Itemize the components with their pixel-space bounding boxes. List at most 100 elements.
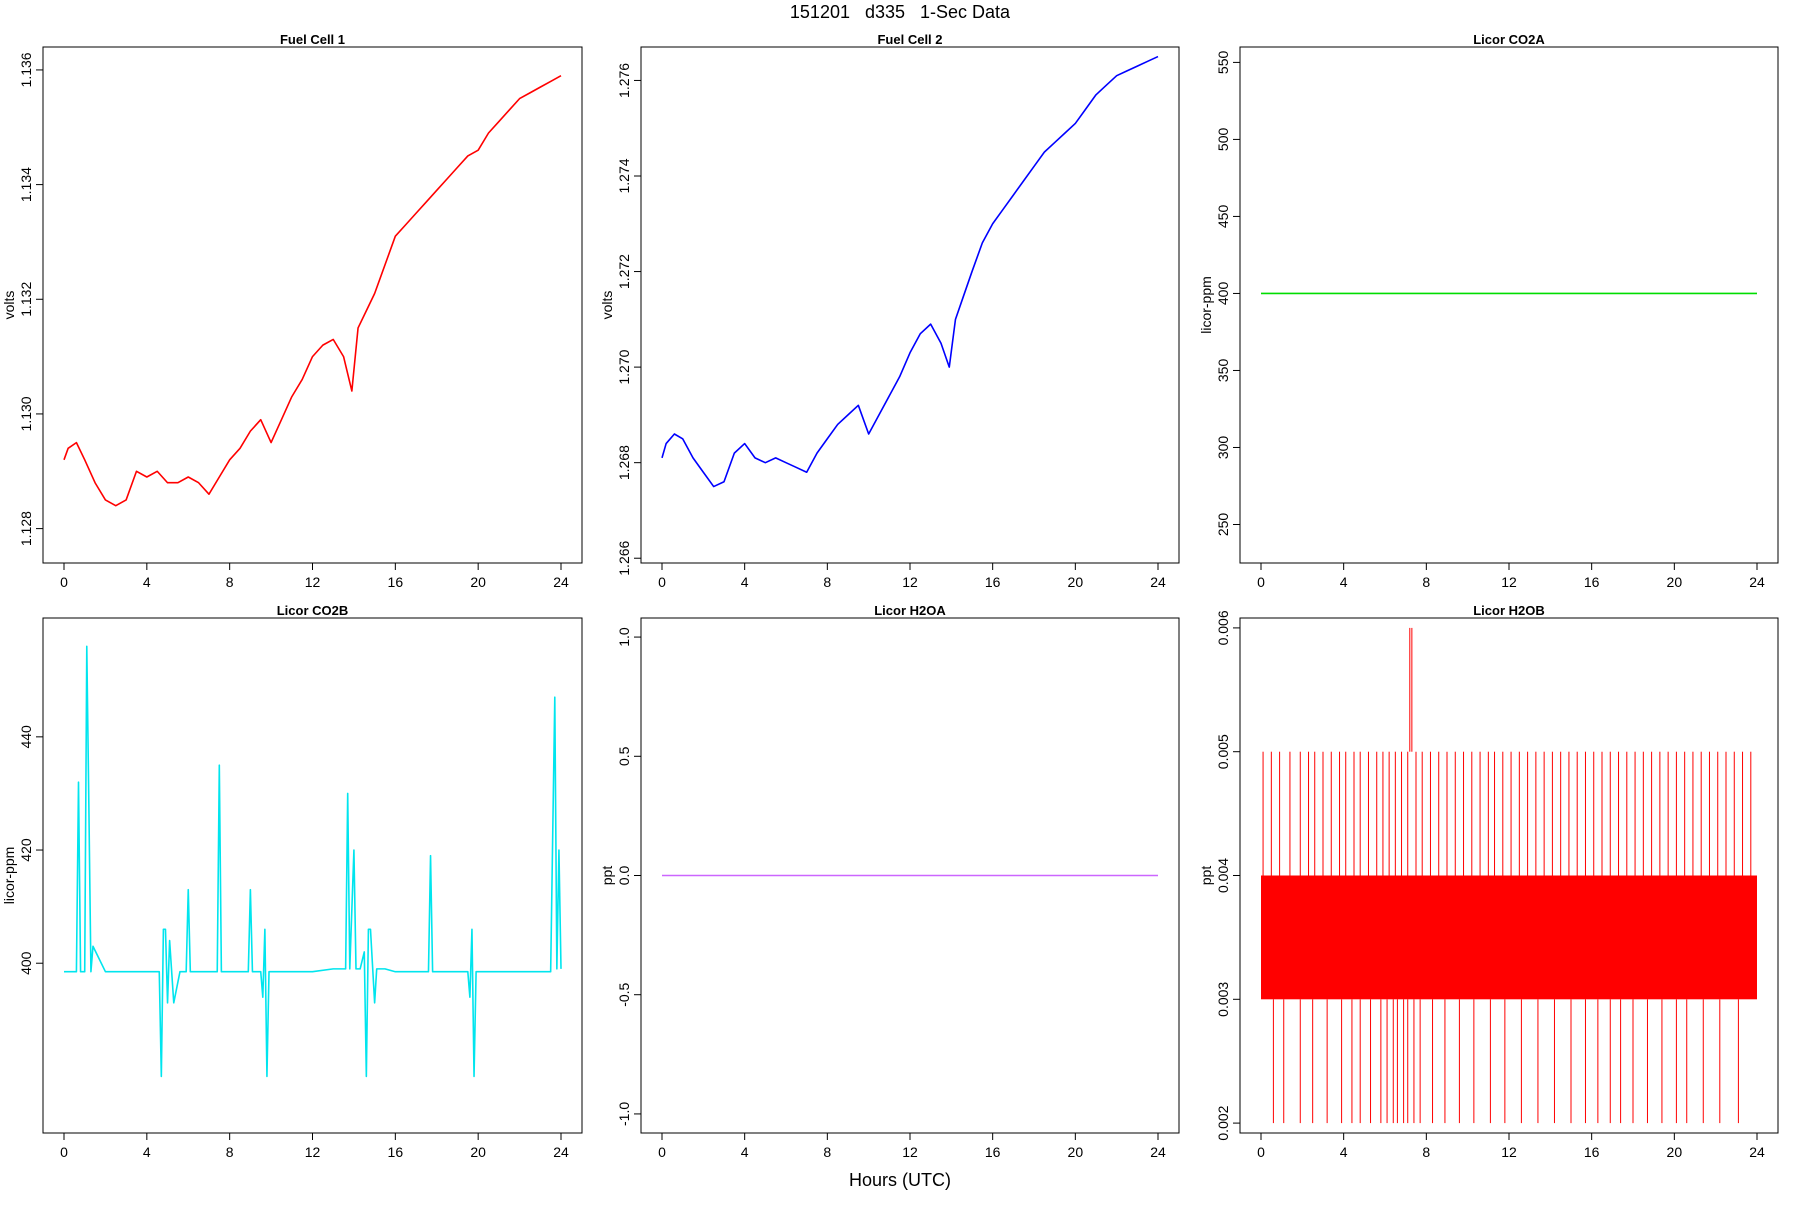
y-tick-label: 0.002 [1215, 1105, 1231, 1140]
plot-frame [640, 46, 1180, 564]
x-tick-label: 20 [470, 1144, 486, 1160]
y-tick-label: 500 [1215, 128, 1231, 152]
y-tick-label: 1.0 [616, 627, 632, 647]
series-line [64, 645, 562, 1078]
y-tick-label: 1.132 [18, 282, 34, 317]
x-tick-label: 4 [1340, 1144, 1348, 1160]
x-tick-label: 4 [741, 1144, 749, 1160]
y-tick-label: 0.0 [616, 866, 632, 886]
x-tick-label: 12 [902, 1144, 918, 1160]
x-tick-label: 4 [741, 574, 749, 590]
y-tick-label: 1.274 [616, 158, 632, 193]
x-tick-label: 24 [553, 574, 569, 590]
y-axis-label: licor-ppm [1198, 276, 1214, 334]
y-axis-label: ppt [599, 866, 615, 886]
x-tick-label: 24 [1749, 1144, 1765, 1160]
x-tick-label: 0 [60, 574, 68, 590]
y-tick-label: 1.276 [616, 63, 632, 98]
x-tick-label: 12 [305, 1144, 321, 1160]
x-tick-label: 0 [658, 574, 666, 590]
y-tick-label: 1.270 [616, 349, 632, 384]
panel-title: Licor H2OB [1473, 603, 1545, 618]
y-tick-label: 250 [1215, 513, 1231, 537]
x-tick-label: 16 [388, 1144, 404, 1160]
y-axis-label: licor-ppm [1, 847, 17, 905]
x-tick-label: 16 [1584, 574, 1600, 590]
panel-title: Licor H2OA [874, 603, 946, 618]
data-layer [661, 55, 1159, 488]
series-band [1261, 875, 1757, 1000]
x-tick-label: 4 [143, 574, 151, 590]
y-tick-label: 400 [1215, 282, 1231, 306]
x-tick-label: 0 [1257, 574, 1265, 590]
series-line [63, 74, 562, 507]
panel-6: Licor H2OB ppt 0 4 8 12 16 20 24 0.002 0.003 0.004 0… [1198, 603, 1779, 1160]
plot-frame [42, 46, 583, 564]
y-tick-label: 1.128 [18, 511, 34, 546]
y-tick-label: 1.130 [18, 396, 34, 431]
x-tick-label: 20 [1068, 574, 1084, 590]
y-axis-label: ppt [1198, 866, 1214, 886]
x-tick-label: 20 [1667, 1144, 1683, 1160]
x-tick-label: 16 [388, 574, 404, 590]
y-tick-label: 0.003 [1215, 982, 1231, 1017]
y-axis-label: volts [1, 291, 17, 320]
x-tick-label: 24 [1150, 1144, 1166, 1160]
x-tick-label: 8 [823, 1144, 831, 1160]
figure-title: 151201 d335 1-Sec Data [789, 2, 1011, 22]
plot-frame [1239, 46, 1779, 564]
data-layer [63, 74, 562, 507]
x-tick-label: 12 [1501, 1144, 1517, 1160]
y-tick-label: 550 [1215, 51, 1231, 75]
x-tick-label: 20 [1068, 1144, 1084, 1160]
x-tick-label: 4 [1340, 574, 1348, 590]
x-tick-label: 24 [1749, 574, 1765, 590]
y-tick-label: 0.005 [1215, 734, 1231, 769]
y-tick-label: 0.004 [1215, 858, 1231, 893]
x-tick-label: 16 [985, 574, 1001, 590]
panel-title: Licor CO2B [277, 603, 349, 618]
x-tick-label: 0 [60, 1144, 68, 1160]
y-tick-label: 420 [18, 838, 34, 862]
x-tick-label: 8 [1422, 574, 1430, 590]
panel-4: Licor CO2B licor-ppm 0 4 8 12 16 20 24 400 420 440 [1, 603, 583, 1160]
plot-frame [42, 617, 583, 1134]
y-tick-label: 0.006 [1215, 610, 1231, 645]
y-tick-label: 350 [1215, 359, 1231, 383]
y-tick-label: 1.268 [616, 445, 632, 480]
x-tick-label: 8 [226, 1144, 234, 1160]
y-tick-label: 400 [18, 951, 34, 975]
y-tick-label: -1.0 [616, 1102, 632, 1126]
x-tick-label: 24 [553, 1144, 569, 1160]
y-axis-label: volts [599, 291, 615, 320]
x-axis-caption: Hours (UTC) [849, 1170, 951, 1190]
x-tick-label: 0 [658, 1144, 666, 1160]
y-tick-label: 440 [18, 725, 34, 749]
panel-3: Licor CO2A licor-ppm 0 4 8 12 16 20 24 250 300 350 4… [1198, 32, 1779, 590]
panel-2: Fuel Cell 2 volts 0 4 8 12 16 20 24 1.266 1.268 1.2… [599, 32, 1180, 590]
data-layer [1261, 627, 1757, 1124]
x-tick-label: 12 [1501, 574, 1517, 590]
y-tick-label: -0.5 [616, 982, 632, 1006]
panel-title: Fuel Cell 2 [877, 32, 942, 47]
x-tick-label: 4 [143, 1144, 151, 1160]
x-tick-label: 12 [305, 574, 321, 590]
panel-5: Licor H2OA ppt 0 4 8 12 16 20 24 -1.0 -0.5 0.0 0.5 1.… [599, 603, 1180, 1160]
x-tick-label: 24 [1150, 574, 1166, 590]
y-tick-label: 1.136 [18, 52, 34, 87]
series-line [661, 55, 1159, 488]
y-tick-label: 1.134 [18, 167, 34, 202]
x-tick-label: 12 [902, 574, 918, 590]
y-tick-label: 1.272 [616, 254, 632, 289]
panel-title: Fuel Cell 1 [280, 32, 345, 47]
x-tick-label: 20 [470, 574, 486, 590]
x-tick-label: 8 [1422, 1144, 1430, 1160]
x-tick-label: 8 [226, 574, 234, 590]
y-tick-label: 0.5 [616, 746, 632, 766]
panel-1: Fuel Cell 1 volts 0 4 8 12 16 20 24 1.128 1.130 1.1… [1, 32, 583, 590]
x-tick-label: 16 [1584, 1144, 1600, 1160]
data-layer [64, 645, 562, 1078]
y-tick-label: 1.266 [616, 540, 632, 575]
